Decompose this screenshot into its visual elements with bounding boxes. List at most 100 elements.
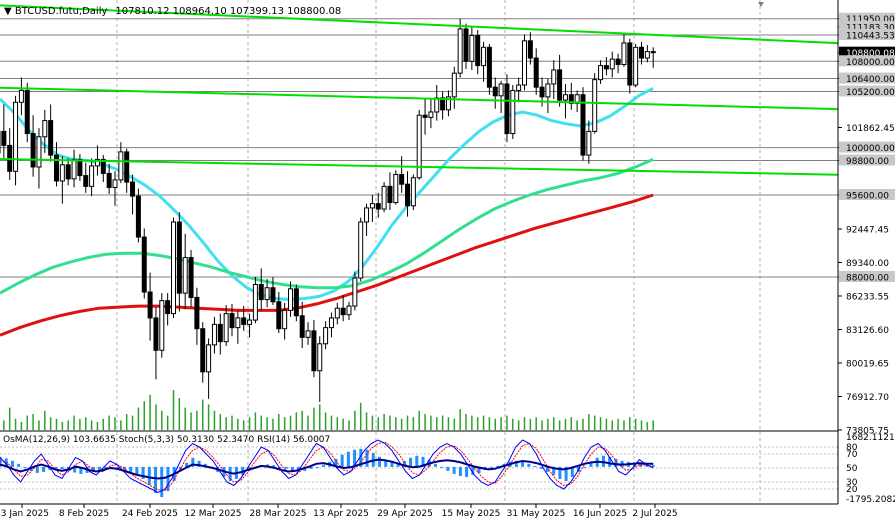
osma-histogram-bar	[147, 466, 151, 485]
osma-histogram-bar	[409, 457, 413, 467]
bear-candle-body	[83, 175, 89, 187]
osma-histogram-bar	[390, 461, 394, 467]
osma-histogram-bar	[10, 460, 14, 467]
chart-shift-marker-icon[interactable]	[758, 2, 764, 7]
bull-candle-body	[206, 344, 212, 373]
bull-candle-body	[358, 221, 364, 279]
bull-candle-body	[211, 323, 217, 346]
bull-candle-body	[410, 177, 416, 207]
osma-histogram-bar	[433, 463, 437, 467]
osma-histogram-bar	[377, 456, 381, 467]
bear-candle-body	[135, 195, 141, 238]
bear-candle-body	[141, 236, 147, 293]
bull-candle-body	[457, 28, 463, 74]
price-axis-label: 88000.00	[846, 273, 889, 283]
price-axis-label: 86233.55	[846, 292, 889, 302]
osma-histogram-bar	[321, 464, 325, 467]
osma-histogram-bar	[166, 466, 170, 492]
bull-candle-body	[323, 327, 329, 345]
price-label-box	[839, 28, 895, 40]
osma-histogram-bar	[141, 466, 145, 479]
bull-candle-body	[551, 69, 557, 85]
bear-candle-body	[165, 300, 171, 315]
bull-candle-body	[364, 207, 370, 223]
bear-candle-body	[188, 257, 194, 298]
osma-histogram-bar	[384, 459, 388, 467]
osma-histogram-bar	[558, 466, 562, 479]
bull-candle-body	[252, 283, 258, 321]
price-axis-label: 105200.00	[846, 88, 895, 98]
bear-candle-body	[30, 133, 36, 168]
time-axis-label: 8 Feb 2025	[59, 509, 109, 519]
bull-candle-body	[481, 46, 487, 67]
price-axis-label: 76912.70	[846, 393, 889, 403]
bull-candle-body	[182, 257, 188, 294]
osma-histogram-bar	[104, 466, 108, 469]
osma-histogram-bar	[477, 466, 481, 473]
osma-histogram-bar	[185, 462, 189, 467]
bear-candle-body	[258, 283, 264, 301]
bear-candle-body	[539, 86, 545, 98]
trend-line[interactable]	[0, 158, 839, 176]
bull-candle-body	[598, 65, 604, 81]
osma-histogram-bar	[79, 466, 83, 474]
osma-histogram-bar	[0, 456, 2, 467]
osma-histogram-bar	[278, 466, 282, 468]
osma-histogram-bar	[23, 466, 27, 468]
bear-candle-body	[241, 317, 247, 325]
trend-line[interactable]	[0, 4, 839, 45]
osma-histogram-bar	[645, 464, 649, 467]
bear-candle-body	[504, 83, 510, 135]
bear-candle-body	[422, 114, 428, 118]
price-axis-label: 92447.45	[846, 225, 889, 235]
bull-candle-body	[235, 317, 241, 329]
bull-candle-body	[346, 305, 352, 316]
indicator-header: OsMA(12,26,9) 103.6635 Stoch(5,3,3) 50.3…	[3, 435, 330, 445]
osma-histogram-bar	[452, 466, 456, 474]
price-axis-label: 111183.30	[846, 23, 895, 33]
price-label-box	[839, 189, 895, 201]
osma-histogram-bar	[154, 466, 158, 494]
osma-histogram-bar	[203, 463, 207, 467]
osma-histogram-bar	[60, 466, 64, 470]
symbol-header: ▼ BTCUSD.futu,Daily 107810.12 108964.10 1…	[4, 6, 341, 17]
osma-histogram-bar	[496, 465, 500, 467]
bull-candle-body	[223, 313, 229, 343]
bull-candle-body	[352, 277, 358, 307]
osma-histogram-bar	[614, 458, 618, 467]
bull-candle-body	[516, 84, 522, 91]
trend-line[interactable]	[0, 86, 839, 111]
bull-candle-body	[36, 136, 42, 168]
bull-candle-body	[545, 83, 551, 98]
indicator-axis-label: 30	[846, 478, 858, 488]
osma-histogram-bar	[353, 449, 357, 467]
bear-candle-body	[615, 58, 621, 66]
price-label-box	[839, 20, 895, 32]
osma-histogram-bar	[17, 463, 21, 467]
bull-candle-body	[59, 164, 65, 182]
stoch-signal-line	[0, 441, 654, 491]
osma-histogram-bar	[521, 461, 525, 467]
osma-histogram-bar	[272, 465, 276, 467]
bull-candle-body	[18, 89, 24, 103]
osma-histogram-bar	[48, 466, 52, 470]
price-label-box	[839, 141, 895, 153]
price-axis-label: 111950.00	[846, 15, 895, 25]
bear-candle-body	[54, 154, 59, 182]
bear-candle-body	[486, 46, 492, 88]
bull-candle-body	[510, 89, 516, 135]
osma-histogram-bar	[228, 466, 232, 481]
bear-candle-body	[387, 185, 393, 204]
time-axis-label: 16 Jun 2025	[573, 509, 627, 519]
indicator-axis-label: 80	[846, 443, 858, 453]
bear-candle-body	[147, 291, 153, 319]
bear-candle-body	[293, 288, 299, 317]
osma-histogram-bar	[489, 466, 493, 468]
bear-candle-body	[124, 151, 130, 183]
osma-histogram-bar	[42, 466, 46, 472]
osma-histogram-bar	[35, 466, 39, 473]
bull-candle-body	[71, 158, 77, 180]
bull-candle-body	[288, 288, 293, 311]
osma-histogram-bar	[73, 466, 77, 473]
bull-candle-body	[42, 120, 48, 138]
